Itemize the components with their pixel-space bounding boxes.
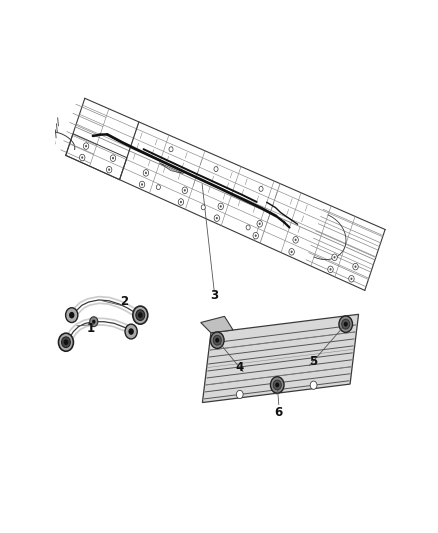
Circle shape	[85, 145, 87, 147]
Text: 1: 1	[86, 322, 95, 335]
Circle shape	[213, 335, 221, 345]
Circle shape	[220, 205, 222, 207]
Text: 2: 2	[120, 295, 128, 309]
Circle shape	[106, 166, 112, 173]
Circle shape	[139, 181, 145, 188]
Circle shape	[145, 172, 147, 174]
Circle shape	[295, 239, 297, 241]
Circle shape	[136, 310, 145, 320]
Circle shape	[214, 167, 218, 172]
Circle shape	[350, 278, 353, 280]
Circle shape	[178, 199, 184, 205]
Text: 6: 6	[275, 406, 283, 419]
Circle shape	[218, 203, 223, 209]
Circle shape	[332, 254, 337, 261]
Circle shape	[125, 324, 137, 339]
Circle shape	[143, 169, 148, 176]
Circle shape	[80, 154, 85, 161]
Circle shape	[271, 377, 284, 393]
Circle shape	[61, 337, 71, 348]
Circle shape	[344, 322, 348, 327]
Circle shape	[138, 312, 143, 318]
Circle shape	[128, 328, 134, 335]
Circle shape	[310, 381, 317, 389]
Circle shape	[259, 223, 261, 225]
Polygon shape	[201, 317, 233, 333]
Circle shape	[214, 215, 219, 221]
Circle shape	[83, 143, 89, 149]
Circle shape	[253, 232, 258, 239]
Circle shape	[69, 312, 74, 318]
Circle shape	[133, 306, 148, 324]
Circle shape	[211, 332, 224, 349]
Circle shape	[354, 265, 357, 268]
Circle shape	[180, 201, 182, 203]
Circle shape	[257, 221, 262, 227]
Circle shape	[333, 256, 336, 259]
Circle shape	[66, 308, 78, 322]
Circle shape	[275, 383, 279, 387]
Circle shape	[246, 225, 250, 230]
Circle shape	[108, 168, 110, 171]
Circle shape	[110, 155, 116, 161]
Circle shape	[59, 333, 74, 351]
Circle shape	[92, 320, 95, 324]
Circle shape	[201, 205, 205, 210]
Circle shape	[215, 338, 219, 343]
Circle shape	[273, 380, 281, 390]
Circle shape	[112, 157, 114, 159]
Circle shape	[169, 147, 173, 152]
Circle shape	[349, 276, 354, 282]
Circle shape	[141, 183, 143, 185]
Text: 5: 5	[309, 355, 317, 368]
Circle shape	[289, 248, 294, 255]
Circle shape	[353, 263, 358, 270]
Circle shape	[329, 268, 332, 271]
Circle shape	[216, 217, 218, 220]
Circle shape	[259, 187, 263, 191]
Circle shape	[342, 319, 350, 329]
Polygon shape	[202, 314, 359, 402]
Text: 3: 3	[210, 289, 219, 302]
Circle shape	[184, 189, 186, 191]
Circle shape	[255, 235, 257, 237]
Circle shape	[339, 316, 353, 333]
Circle shape	[237, 390, 243, 399]
Circle shape	[293, 237, 298, 243]
Circle shape	[81, 156, 83, 159]
Circle shape	[290, 251, 293, 253]
Circle shape	[182, 187, 187, 193]
Circle shape	[64, 340, 68, 345]
Circle shape	[90, 317, 98, 327]
Text: 4: 4	[236, 361, 244, 374]
Circle shape	[273, 386, 280, 394]
Circle shape	[156, 184, 160, 190]
Circle shape	[328, 266, 333, 273]
